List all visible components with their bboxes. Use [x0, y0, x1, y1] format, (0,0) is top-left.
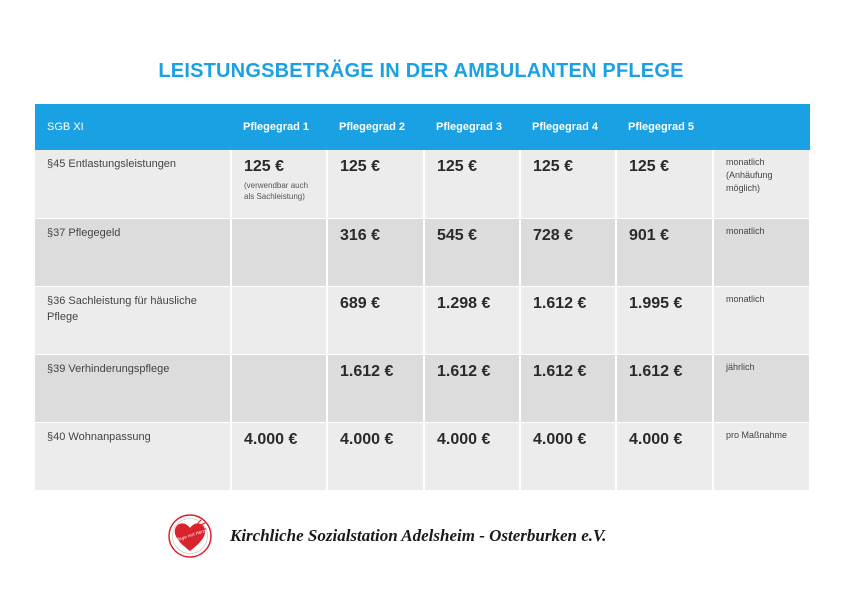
table-row: §45 Entlastungsleistungen 125 € (verwend…: [35, 150, 811, 219]
amount-cell: 125 €: [520, 150, 617, 219]
amount-value: 125 €: [340, 158, 381, 175]
amount-cell: 1.612 €: [327, 354, 425, 423]
frequency-note: monatlich: [713, 218, 811, 287]
amount-cell: [231, 354, 328, 423]
frequency-note: monatlich (Anhäufung möglich): [713, 150, 811, 219]
amount-cell: 1.995 €: [616, 286, 714, 355]
amount-cell: [231, 218, 328, 287]
row-label: §45 Entlastungsleistungen: [35, 150, 232, 219]
amount-value: 4.000 €: [533, 430, 587, 448]
amount-value: 125 €: [629, 158, 670, 175]
amount-value: 1.612 €: [340, 362, 394, 380]
amount-cell: 125 €: [424, 150, 521, 219]
frequency-note: monatlich: [713, 286, 811, 355]
table-row: §37 Pflegegeld 316 € 545 € 728 € 901 € m…: [35, 218, 811, 287]
amount-value: 689 €: [340, 294, 381, 312]
table-row: §39 Verhinderungspflege 1.612 € 1.612 € …: [35, 354, 811, 423]
column-header: Pflegegrad 2: [327, 104, 424, 150]
column-header: SGB XI: [35, 104, 231, 150]
amount-value: 1.612 €: [629, 362, 683, 380]
amount-cell: 1.612 €: [520, 286, 617, 355]
amount-value: 4.000 €: [244, 430, 298, 448]
column-header: [713, 104, 810, 150]
column-header: Pflegegrad 1: [231, 104, 327, 150]
amount-value: 125 €: [244, 158, 285, 175]
table-row: §36 Sachleistung für häusliche Pflege 68…: [35, 286, 811, 355]
amount-value: 4.000 €: [340, 430, 394, 448]
frequency-note: jährlich: [713, 354, 811, 423]
amount-cell: 4.000 €: [616, 422, 714, 491]
amount-value: 4.000 €: [437, 430, 491, 448]
amount-cell: 4.000 €: [231, 422, 328, 491]
amount-cell: 316 €: [327, 218, 425, 287]
benefits-table: SGB XI Pflegegrad 1 Pflegegrad 2 Pflegeg…: [35, 104, 811, 491]
amount-value: 1.612 €: [437, 362, 491, 380]
amount-cell: [231, 286, 328, 355]
amount-cell: 1.298 €: [424, 286, 521, 355]
amount-cell: 728 €: [520, 218, 617, 287]
page-title: LEISTUNGSBETRÄGE IN DER AMBULANTEN PFLEG…: [158, 60, 684, 82]
amount-value: 1.995 €: [629, 294, 683, 312]
amount-value: 1.298 €: [437, 294, 491, 312]
amount-cell: 4.000 €: [424, 422, 521, 491]
amount-cell: 901 €: [616, 218, 714, 287]
amount-cell: 4.000 €: [520, 422, 617, 491]
row-label: §37 Pflegegeld: [35, 218, 232, 287]
amount-value: 4.000 €: [629, 430, 683, 448]
amount-cell: 125 €: [327, 150, 425, 219]
amount-cell: 1.612 €: [520, 354, 617, 423]
amount-value: 1.612 €: [533, 294, 587, 312]
amount-cell: 545 €: [424, 218, 521, 287]
table-row: §40 Wohnanpassung 4.000 € 4.000 € 4.000 …: [35, 422, 811, 491]
frequency-note: pro Maßnahme: [713, 422, 811, 491]
amount-cell: 4.000 €: [327, 422, 425, 491]
amount-cell: 1.612 €: [424, 354, 521, 423]
column-header: Pflegegrad 5: [616, 104, 713, 150]
amount-footnote: (verwendbar auch als Sachleistung): [244, 181, 309, 201]
row-label: §39 Verhinderungspflege: [35, 354, 232, 423]
row-label: §40 Wohnanpassung: [35, 422, 232, 491]
amount-cell: 689 €: [327, 286, 425, 355]
amount-value: 316 €: [340, 226, 381, 244]
amount-cell: 125 €: [616, 150, 714, 219]
amount-value: 728 €: [533, 226, 574, 244]
footer: Pflege mit Herz Kirchliche Sozialstation…: [168, 514, 708, 558]
amount-value: 125 €: [437, 158, 478, 175]
amount-cell: 1.612 €: [616, 354, 714, 423]
heart-logo-icon: Pflege mit Herz: [168, 514, 212, 558]
column-header: Pflegegrad 3: [424, 104, 520, 150]
amount-cell: 125 € (verwendbar auch als Sachleistung): [231, 150, 328, 219]
amount-value: 1.612 €: [533, 362, 587, 380]
amount-value: 901 €: [629, 226, 670, 244]
table-header-row: SGB XI Pflegegrad 1 Pflegegrad 2 Pflegeg…: [35, 104, 810, 150]
column-header: Pflegegrad 4: [520, 104, 616, 150]
organization-name: Kirchliche Sozialstation Adelsheim - Ost…: [230, 526, 607, 545]
amount-value: 125 €: [533, 158, 574, 175]
amount-value: 545 €: [437, 226, 478, 244]
row-label: §36 Sachleistung für häusliche Pflege: [35, 286, 232, 355]
